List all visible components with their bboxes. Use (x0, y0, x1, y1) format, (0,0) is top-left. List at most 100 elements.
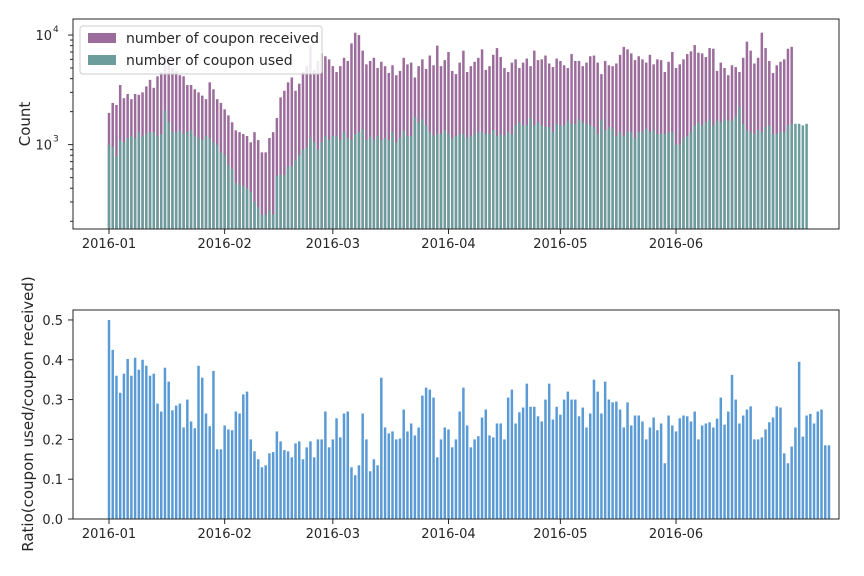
used-bar (596, 134, 599, 229)
used-bar (320, 142, 323, 229)
used-bar (551, 132, 555, 229)
ratio-bar (525, 383, 529, 519)
used-bar (234, 182, 238, 229)
used-bar (745, 130, 749, 229)
ratio-bar (682, 415, 685, 519)
ratio-bar (477, 436, 480, 519)
used-bar (592, 126, 596, 229)
used-bar (600, 119, 603, 229)
used-bar (656, 134, 659, 229)
ratio-bar (630, 425, 633, 519)
used-bar (201, 140, 204, 229)
received-bar (309, 45, 312, 229)
ratio-bar (402, 409, 405, 519)
ratio-x-tick-label: 2016-01 (82, 527, 136, 542)
ratio-bar (372, 459, 376, 519)
ratio-bar (320, 439, 323, 519)
used-bar (253, 201, 256, 229)
legend-label-received: number of coupon received (126, 31, 319, 47)
received-bar (320, 53, 323, 229)
used-bar (712, 125, 715, 229)
ratio-bar (409, 423, 413, 519)
ratio-bar (708, 422, 711, 519)
ratio-bar (118, 392, 122, 519)
ratio-bar (350, 467, 353, 519)
ratio-bar (734, 399, 737, 519)
ratio-bar (249, 439, 253, 519)
used-bar (704, 122, 708, 229)
used-bar (465, 137, 469, 229)
ratio-bar (622, 427, 626, 519)
used-bar (741, 123, 745, 229)
ratio-bar (495, 423, 499, 519)
used-bar (674, 144, 678, 229)
used-bar (245, 188, 249, 229)
count-y-tick-exponent: 3 (53, 135, 59, 145)
used-bar (443, 130, 446, 229)
used-bar (775, 134, 779, 229)
used-bar (167, 122, 170, 229)
ratio-bar (603, 381, 607, 519)
used-bar (652, 130, 655, 229)
used-bar (779, 132, 782, 229)
ratio-bar (342, 413, 346, 519)
used-bar (279, 174, 282, 229)
ratio-bar (365, 439, 368, 519)
used-bar (406, 135, 409, 229)
ratio-bar (790, 446, 793, 519)
used-bar (152, 132, 156, 229)
ratio-x-tick-label: 2016-06 (649, 527, 703, 542)
used-bar (215, 144, 219, 229)
ratio-bar (685, 416, 689, 519)
received-bar (256, 140, 260, 229)
ratio-bar (704, 423, 708, 519)
ratio-bar (749, 406, 752, 519)
ratio-bar (152, 373, 156, 519)
used-bar (249, 191, 253, 229)
used-bar (540, 125, 543, 229)
used-bar (469, 135, 473, 229)
ratio-bar (186, 399, 189, 519)
used-bar (671, 132, 674, 229)
count-x-tick-label: 2016-05 (533, 237, 587, 252)
ratio-bar (286, 451, 290, 519)
used-bar (268, 210, 271, 229)
ratio-bar (809, 413, 812, 519)
ratio-bar (801, 436, 805, 519)
ratio-bar (484, 409, 488, 519)
ratio-bar (208, 426, 211, 519)
ratio-bar (432, 397, 435, 519)
used-bar (588, 125, 592, 229)
ratio-bar (693, 411, 696, 519)
ratio-bar (764, 429, 767, 519)
ratio-y-tick-label: 0.4 (42, 354, 63, 369)
ratio-bar (730, 374, 734, 519)
ratio-bar (331, 439, 335, 519)
received-bar (245, 135, 249, 229)
used-bar (730, 120, 734, 229)
used-bar (327, 140, 331, 229)
used-bar (764, 126, 767, 229)
used-bar (432, 135, 435, 229)
ratio-chart: 2016-01 2016-02 2016-03 2016-04 2016-05 2016-… (19, 276, 840, 552)
ratio-bar (148, 375, 152, 519)
ratio-bar (760, 437, 764, 519)
ratio-bar (182, 427, 185, 519)
ratio-bar (204, 413, 208, 519)
ratio-bar (697, 439, 700, 519)
ratio-bar (145, 365, 148, 519)
used-bar (283, 174, 286, 229)
used-bar (685, 135, 689, 229)
used-bar (126, 137, 129, 229)
used-bar (141, 135, 144, 229)
received-bar (286, 82, 290, 229)
ratio-bar (283, 450, 286, 519)
received-bar (253, 132, 256, 229)
ratio-bar (111, 349, 114, 519)
ratio-bar (159, 411, 163, 519)
used-bar (533, 125, 536, 229)
ratio-bar (395, 439, 398, 519)
used-bar (353, 134, 357, 229)
